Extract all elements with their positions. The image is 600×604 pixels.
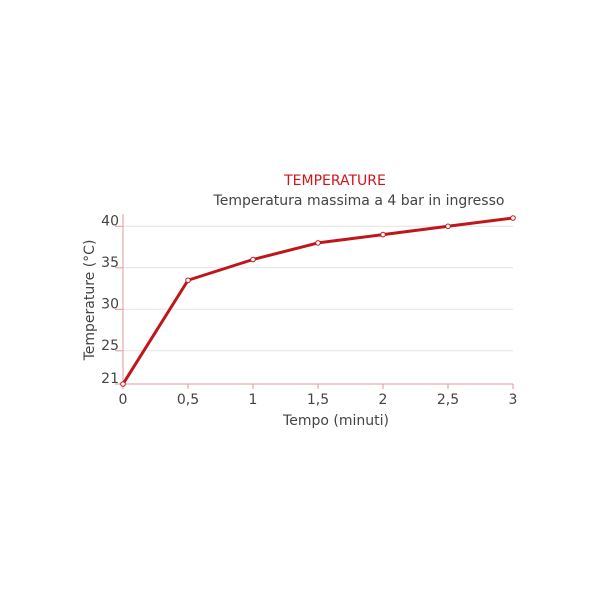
data-point	[185, 277, 191, 284]
x-tick-label: 3	[509, 392, 518, 408]
x-tick-label: 1,5	[307, 392, 329, 408]
data-point	[315, 240, 321, 246]
chart-subtitle: Temperatura massima a 4 bar in ingresso	[213, 193, 505, 209]
data-point	[250, 256, 256, 263]
y-tick-label: 21	[101, 371, 119, 387]
data-point	[120, 381, 126, 387]
data-point	[510, 215, 516, 221]
y-tick-label: 25	[101, 338, 119, 354]
y-tick-label: 30	[101, 296, 119, 312]
y-tick-label: 40	[101, 213, 119, 229]
x-tick-label: 2	[379, 392, 388, 408]
x-tick-label: 0,5	[177, 392, 199, 408]
data-point	[445, 223, 451, 230]
data-point	[380, 231, 386, 238]
x-tick-label: 2,5	[437, 392, 459, 408]
x-tick-label: 0	[119, 392, 128, 408]
x-axis-label: Tempo (minuti)	[282, 413, 389, 429]
chart-title: TEMPERATURE	[283, 173, 386, 189]
y-axis-label: Temperature (°C)	[82, 240, 98, 362]
x-tick-label: 1	[249, 392, 258, 408]
y-tick-label: 35	[101, 255, 119, 271]
